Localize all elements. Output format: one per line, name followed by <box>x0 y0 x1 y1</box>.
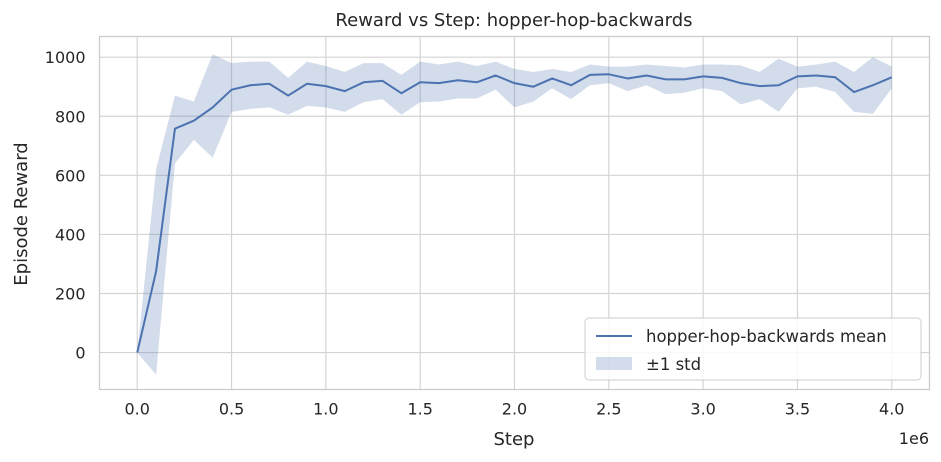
y-tick-label: 600 <box>55 166 86 185</box>
y-tick-label: 400 <box>55 225 86 244</box>
std-band-area <box>137 54 892 375</box>
x-axis-label: Step <box>494 429 535 450</box>
y-axis-ticks: 0 200 400 600 800 1000 <box>45 48 86 362</box>
x-tick-label: 4.0 <box>879 400 904 419</box>
x-tick-label: 3.0 <box>690 400 715 419</box>
plot-frame <box>98 35 931 391</box>
y-axis-label: Episode Reward <box>11 142 32 285</box>
y-tick-label: 0 <box>75 344 85 363</box>
mean-line <box>136 73 893 353</box>
x-tick-label: 0.0 <box>125 400 150 419</box>
legend-label-mean: hopper-hop-backwards mean <box>646 327 887 346</box>
legend-box <box>584 317 922 381</box>
legend-label-std: ±1 std <box>646 355 701 374</box>
legend: hopper-hop-backwards mean ±1 std <box>584 317 922 381</box>
legend-band-swatch <box>596 357 632 370</box>
x-tick-label: 0.5 <box>219 400 244 419</box>
x-tick-label: 1.5 <box>407 400 432 419</box>
y-tick-label: 800 <box>55 107 86 126</box>
mean-series-line <box>136 73 893 353</box>
chart-title: Reward vs Step: hopper-hop-backwards <box>335 10 692 31</box>
x-tick-label: 2.0 <box>502 400 527 419</box>
x-axis-ticks: 0.0 0.5 1.0 1.5 2.0 2.5 3.0 3.5 4.0 <box>125 400 905 419</box>
y-tick-label: 1000 <box>45 48 86 67</box>
x-tick-label: 2.5 <box>596 400 621 419</box>
x-tick-label: 1.0 <box>313 400 338 419</box>
x-axis-offset-label: 1e6 <box>899 429 929 448</box>
y-tick-label: 200 <box>55 284 86 303</box>
std-band <box>137 54 892 375</box>
x-tick-label: 3.5 <box>785 400 810 419</box>
